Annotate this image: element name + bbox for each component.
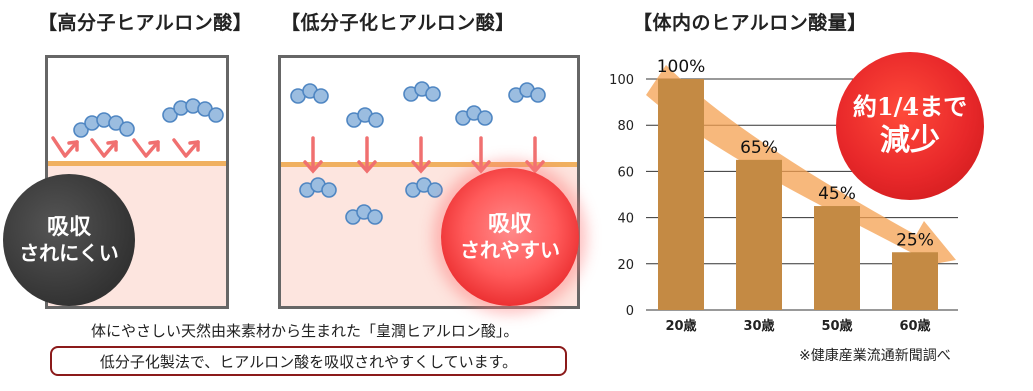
x-tick-label: 50歳: [821, 318, 852, 334]
low-molecular-title: 【低分子化ヒアルロン酸】: [281, 12, 515, 34]
data-label: 45%: [818, 184, 856, 204]
y-axis-ticks: 0 20 40 60 80 100: [609, 73, 634, 319]
absorb-arrows: [303, 136, 545, 174]
bar-0: [658, 79, 704, 310]
skin-surface-line: [48, 161, 226, 166]
bar-1: [736, 159, 782, 310]
badge-decrease-line2: 減少: [880, 123, 940, 159]
badge-decrease: 約1/4まで 減少: [836, 52, 984, 200]
badge-hard-to-absorb: 吸収 されにくい: [3, 174, 135, 306]
x-tick-label: 20歳: [665, 318, 696, 334]
data-label: 25%: [896, 230, 934, 250]
data-label: 100%: [657, 57, 706, 77]
badge-easy-line2: されやすい: [460, 238, 560, 263]
data-labels: 100% 65% 45% 25%: [657, 57, 934, 250]
caption-line1: 体にやさしい天然由来素材から生まれた「皇潤ヒアルロン酸」。: [91, 322, 519, 340]
decrease-arrow: [646, 65, 956, 269]
bar-2: [814, 206, 860, 310]
y-tick-label: 0: [626, 304, 634, 319]
small-molecules: [290, 81, 546, 225]
x-tick-label: 60歳: [899, 318, 930, 334]
y-tick-label: 20: [617, 258, 634, 273]
blocked-molecules-illustration: [51, 98, 224, 158]
badge-decrease-line1: 約1/4まで: [852, 92, 968, 122]
caption-highlight-box: 低分子化製法で、ヒアルロン酸を吸収されやすくしています。: [50, 346, 567, 376]
x-tick-label: 30歳: [743, 318, 774, 334]
badge-hard-line2: されにくい: [19, 241, 119, 266]
badge-easy-line1: 吸収: [487, 211, 532, 237]
y-tick-label: 100: [609, 73, 634, 88]
large-molecule-left: [73, 112, 135, 138]
badge-easy-to-absorb: 吸収 されやすい: [441, 168, 579, 306]
bar-3: [892, 252, 938, 310]
bars-group: [658, 79, 938, 310]
y-tick-label: 60: [617, 165, 634, 180]
y-tick-label: 80: [617, 119, 634, 134]
bounce-arrows: [51, 136, 200, 158]
large-molecule-right: [162, 98, 224, 123]
y-tick-label: 40: [617, 212, 634, 227]
data-label: 65%: [740, 138, 778, 158]
caption-line2: 低分子化製法で、ヒアルロン酸を吸収されやすくしています。: [99, 352, 518, 371]
hyaluronic-acid-chart: 0 20 40 60 80 100 20歳 30歳 50歳 60歳 100% 65% 45% 25%: [609, 57, 958, 334]
chart-title: 【体内のヒアルロン酸量】: [633, 12, 867, 34]
high-molecular-title: 【高分子ヒアルロン酸】: [38, 12, 253, 34]
badge-hard-line1: 吸収: [46, 214, 91, 240]
absorbed-molecules-illustration: [290, 81, 546, 225]
x-axis-ticks: 20歳 30歳 50歳 60歳: [665, 318, 930, 334]
source-note: ※健康産業流通新聞調べ: [799, 348, 951, 364]
